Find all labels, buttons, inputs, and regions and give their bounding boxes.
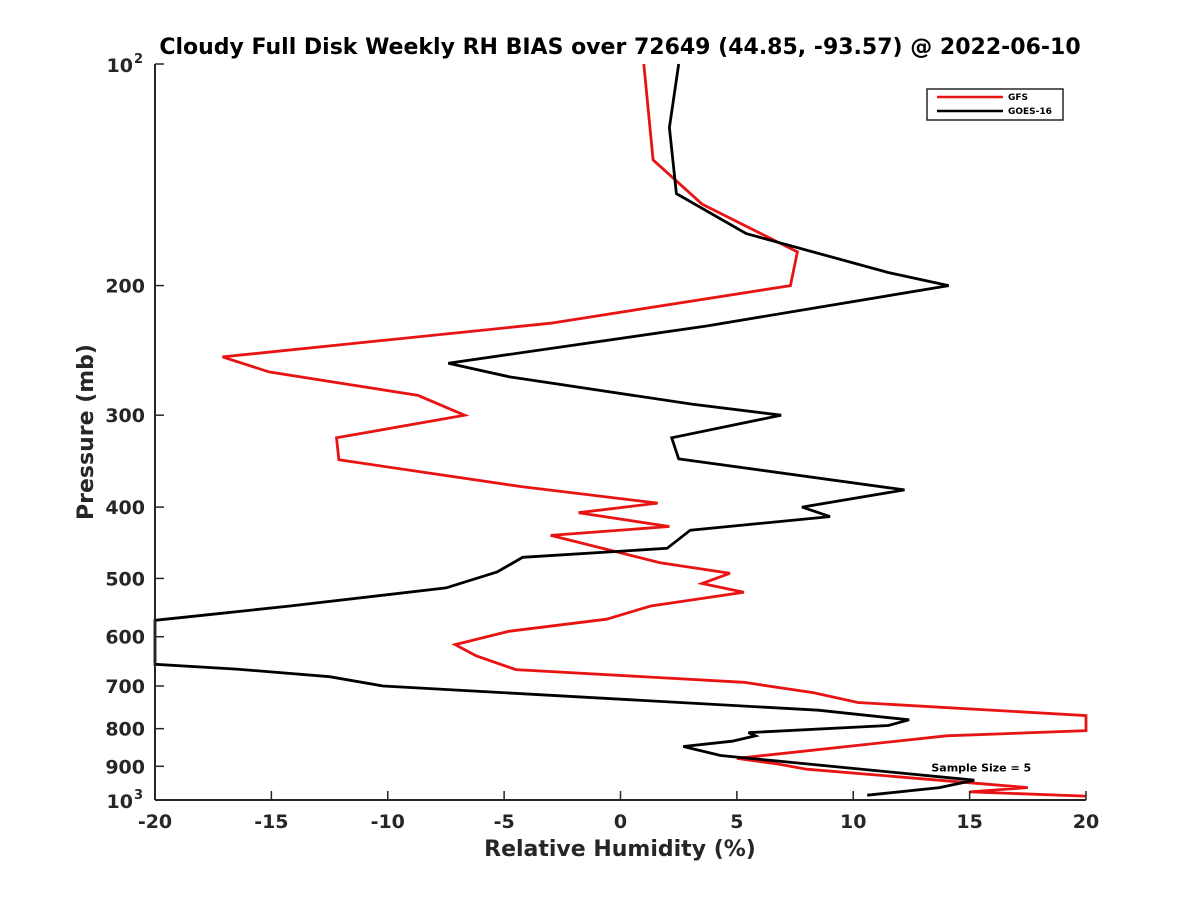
y-tick-label: 400 (105, 497, 145, 519)
y-tick-label: 10 (107, 55, 133, 77)
x-tick-label: 10 (840, 811, 866, 833)
sample-size-annotation: Sample Size = 5 (931, 761, 1031, 774)
legend-box (926, 88, 1064, 121)
x-tick-label: -15 (254, 811, 288, 833)
y-tick-label: 800 (105, 719, 145, 741)
legend-label-gfs: GFS (1008, 93, 1028, 103)
x-ticks: -20 -15 -10 -5 0 5 10 15 20 (138, 791, 1099, 833)
series-line-goes16 (153, 63, 975, 797)
x-axis-label: Relative Humidity (%) (484, 837, 756, 862)
y-tick-label: 200 (105, 276, 145, 298)
y-tick-label: 300 (105, 405, 145, 427)
y-tick-label: 600 (105, 627, 145, 649)
legend: GFS GOES-16 (926, 88, 1064, 121)
x-tick-label: 5 (730, 811, 743, 833)
y-tick-label: 700 (105, 676, 145, 698)
y-tick-label: 900 (105, 756, 145, 778)
x-tick-label: 0 (614, 811, 627, 833)
y-tick-label: 10 (107, 791, 133, 813)
y-tick-label: 500 (105, 568, 145, 590)
y-tick-exponent: 2 (134, 52, 143, 67)
x-tick-label: -5 (494, 811, 515, 833)
y-axis-label: Pressure (mb) (74, 344, 99, 520)
series-layer (153, 63, 1088, 798)
chart-title: Cloudy Full Disk Weekly RH BIAS over 726… (159, 35, 1080, 60)
x-tick-label: -20 (138, 811, 172, 833)
x-tick-label: -10 (371, 811, 405, 833)
x-tick-label: 15 (956, 811, 982, 833)
y-tick-exponent: 3 (134, 788, 143, 803)
legend-label-goes16: GOES-16 (1008, 107, 1052, 117)
x-tick-label: 20 (1073, 811, 1099, 833)
series-line-gfs (222, 63, 1088, 798)
